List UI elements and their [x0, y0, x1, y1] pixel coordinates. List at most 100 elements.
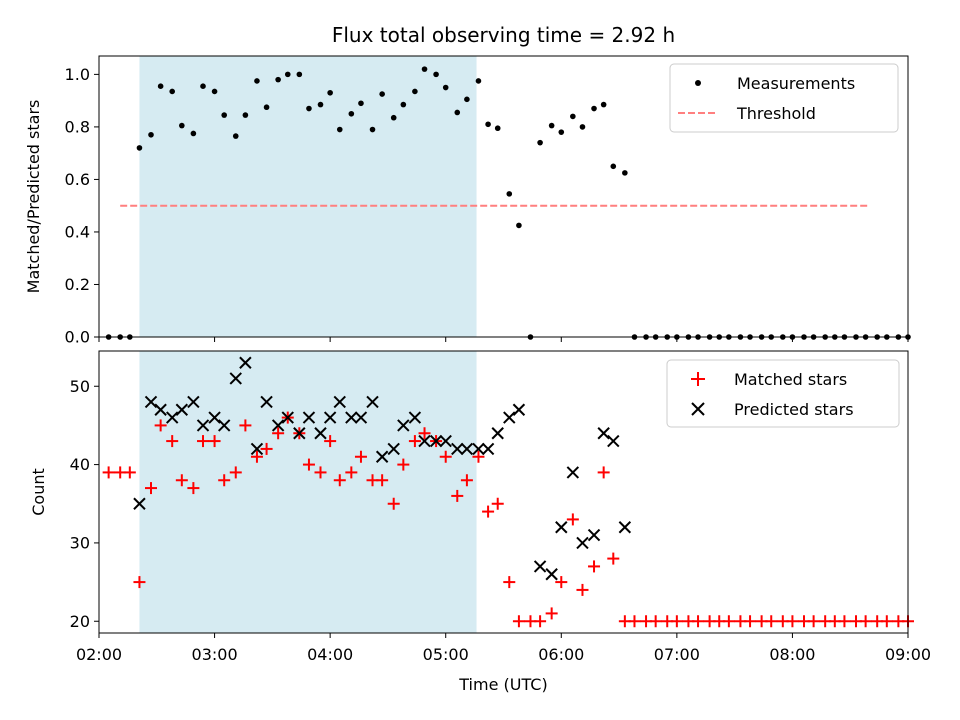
predicted-star-point	[418, 434, 431, 448]
measurement-point	[537, 139, 543, 146]
matched-star-point	[607, 552, 620, 565]
measurement-point	[200, 83, 206, 90]
panel-top: 0.0 0.2 0.4 0.6 0.8 1.0 Flux total observing …	[24, 23, 911, 347]
matched-star-point	[786, 615, 799, 628]
matched-star-point	[387, 497, 400, 510]
predicted-star-point	[566, 466, 580, 479]
panel-bottom-frame	[98, 350, 909, 634]
predicted-star-point	[271, 419, 285, 432]
predicted-star-point	[429, 434, 443, 448]
y-tick-label: 30	[70, 533, 90, 552]
predicted-star-point	[597, 427, 610, 440]
measurement-point	[336, 126, 343, 133]
measurement-point	[570, 113, 576, 120]
matched-star-point	[408, 435, 421, 448]
measurement-point	[475, 78, 482, 84]
matched-star-point	[880, 615, 893, 628]
legend-frame	[666, 359, 900, 428]
chart-title: Flux total observing time = 2.92 h	[332, 23, 675, 47]
legend-label-measurements: Measurements	[737, 74, 855, 93]
predicted-star-point	[618, 521, 632, 534]
measurement-point	[464, 96, 470, 103]
legend-label-matched-stars: Matched stars	[734, 370, 847, 389]
measurement-point	[506, 191, 513, 197]
predicted-star-point	[533, 560, 547, 573]
panel-top-x-ticks	[98, 337, 909, 342]
measurement-point	[485, 121, 491, 128]
measurement-point	[548, 122, 555, 129]
matched-star-point	[145, 482, 158, 495]
predicted-star-point	[293, 427, 306, 440]
predicted-star-point	[451, 442, 464, 456]
matched-star-point	[744, 615, 757, 628]
matched-star-point	[512, 615, 525, 628]
measurement-point	[558, 129, 565, 135]
measurement-point	[433, 71, 439, 78]
legend-marker-matched-stars	[691, 372, 705, 386]
panel-top-shaded-span	[139, 56, 477, 337]
measurement-point	[591, 105, 597, 112]
x-tick-label: 06:00	[538, 645, 584, 664]
matched-star-point	[229, 466, 242, 479]
matched-star-point	[250, 450, 263, 463]
matched-star-point	[555, 576, 568, 589]
predicted-star-point	[503, 411, 516, 424]
matched-star-point	[576, 583, 589, 596]
predicted-star-point	[354, 411, 368, 424]
predicted-star-point	[472, 442, 485, 456]
measurement-point	[275, 76, 281, 83]
matched-star-point	[354, 450, 367, 463]
measurement-point	[179, 122, 185, 129]
measurement-point	[610, 163, 617, 170]
x-tick-label: 08:00	[769, 645, 815, 664]
matched-star-point	[545, 607, 558, 620]
panel-bottom-x-ticks: 02:00 03:00 04:00 05:00 06:00 07:00 08:00 09:00	[76, 633, 931, 664]
panel-bottom-legend: Matched stars Predicted stars	[666, 359, 900, 428]
legend-frame	[669, 63, 899, 133]
matched-star-point	[451, 489, 464, 502]
legend-label-predicted-stars: Predicted stars	[734, 400, 854, 419]
matched-star-point	[588, 560, 601, 573]
predicted-star-point	[439, 434, 452, 448]
matched-star-point	[218, 474, 231, 487]
panel-top-legend: Measurements Threshold	[669, 63, 899, 133]
y-tick-label: 40	[70, 455, 90, 474]
predicted-star-point	[229, 372, 242, 385]
matched-star-point	[722, 615, 735, 628]
matched-star-point	[439, 450, 452, 463]
matched-star-point	[418, 427, 431, 440]
matched-star-point	[187, 482, 200, 495]
x-tick-label: 04:00	[307, 645, 353, 664]
matched-star-point	[859, 615, 872, 628]
matched-star-point	[102, 466, 115, 479]
measurement-point	[358, 100, 364, 107]
x-axis-label: Time (UTC)	[458, 675, 547, 694]
predicted-star-point	[345, 411, 358, 424]
measurement-point	[284, 71, 291, 78]
predicted-star-point	[387, 442, 400, 456]
predicted-star-point	[333, 395, 346, 409]
predicted-star-point	[217, 419, 231, 432]
panel-bottom-points	[102, 356, 914, 628]
predicted-star-point	[208, 411, 221, 424]
measurement-point	[190, 130, 197, 137]
panel-bottom-y-ticks: 20 30 40 50	[70, 377, 99, 631]
matched-star-point	[472, 450, 485, 463]
measurement-point	[400, 101, 407, 108]
measurement-point	[169, 88, 175, 95]
matched-star-point	[123, 466, 136, 479]
matched-star-point	[397, 458, 410, 471]
matched-star-point	[166, 435, 179, 448]
y-tick-label: 0.6	[65, 170, 90, 189]
matched-star-point	[272, 427, 285, 440]
measurement-point	[232, 133, 239, 139]
matched-star-point	[460, 474, 473, 487]
measurement-point	[390, 114, 397, 121]
matched-star-point	[670, 615, 683, 628]
measurement-point	[421, 66, 428, 72]
x-tick-label: 02:00	[76, 645, 122, 664]
predicted-star-point	[302, 411, 316, 424]
predicted-star-point	[587, 528, 601, 542]
